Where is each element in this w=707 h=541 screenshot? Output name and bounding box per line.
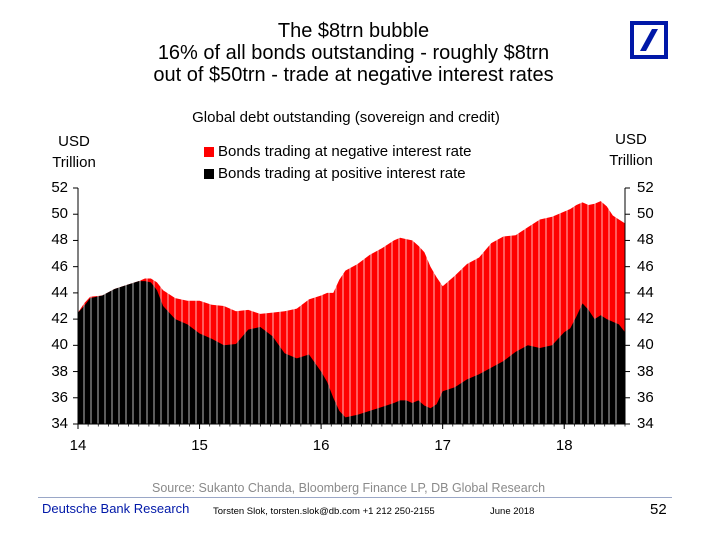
legend-item-positive: Bonds trading at positive interest rate <box>204 165 466 182</box>
y-tick-label-right: 48 <box>637 231 654 249</box>
y-tick-label-left: 46 <box>51 257 68 275</box>
x-tick-label: 18 <box>555 437 573 454</box>
y-tick-label-left: 34 <box>51 415 68 432</box>
y-axis-right-label: USD Trillion <box>600 129 662 171</box>
y-tick-label-left: 52 <box>51 179 68 196</box>
footer-contact: Torsten Slok, torsten.slok@db.com +1 212… <box>213 506 435 517</box>
y-tick-label-left: 44 <box>51 283 68 301</box>
y-tick-label-right: 52 <box>637 179 654 196</box>
y-tick-label-left: 48 <box>51 231 68 249</box>
y-tick-label-left: 38 <box>51 362 68 380</box>
x-tick-label: 16 <box>312 437 330 454</box>
y-tick-label-left: 42 <box>51 310 68 328</box>
source-note: Source: Sukanto Chanda, Bloomberg Financ… <box>152 481 546 495</box>
legend-label-negative: Bonds trading at negative interest rate <box>218 143 472 160</box>
legend-label-positive: Bonds trading at positive interest rate <box>218 165 466 182</box>
page-number: 52 <box>650 501 667 518</box>
y-axis-right-label-line1: USD <box>615 131 647 148</box>
y-tick-label-left: 50 <box>51 205 68 223</box>
y-tick-label-right: 36 <box>637 388 654 406</box>
y-tick-label-right: 46 <box>637 257 654 275</box>
deutsche-bank-logo-icon <box>630 21 668 59</box>
y-axis-right-label-line2: Trillion <box>609 152 653 169</box>
y-axis-left-label-line2: Trillion <box>52 154 96 171</box>
y-tick-label-right: 50 <box>637 205 654 223</box>
legend-swatch-negative <box>204 146 214 157</box>
x-tick-label: 14 <box>69 437 87 454</box>
title-line-1: The $8trn bubble <box>277 20 430 42</box>
y-tick-label-left: 40 <box>51 336 68 354</box>
footer-org: Deutsche Bank Research <box>42 501 190 516</box>
y-tick-label-right: 38 <box>637 362 654 380</box>
y-tick-label-right: 34 <box>637 415 654 432</box>
y-axis-left-label-line1: USD <box>58 133 90 150</box>
title-line-2: 16% of all bonds outstanding - roughly $… <box>157 42 550 64</box>
legend-swatch-positive <box>204 168 214 179</box>
y-tick-label-right: 44 <box>637 283 654 301</box>
positive-rate-area <box>78 281 625 424</box>
y-tick-label-left: 36 <box>51 388 68 406</box>
footer-date: June 2018 <box>490 506 535 517</box>
chart-title: Global debt outstanding (sovereign and c… <box>192 109 500 126</box>
y-tick-label-right: 42 <box>637 310 654 328</box>
title-line-3: out of $50trn - trade at negative intere… <box>153 64 554 86</box>
y-tick-label-right: 40 <box>637 336 654 354</box>
x-tick-label: 17 <box>434 437 451 454</box>
legend-item-negative: Bonds trading at negative interest rate <box>204 143 472 160</box>
x-tick-label: 15 <box>191 437 208 454</box>
y-axis-left-label: USD Trillion <box>44 131 104 173</box>
footer-divider <box>38 497 672 498</box>
